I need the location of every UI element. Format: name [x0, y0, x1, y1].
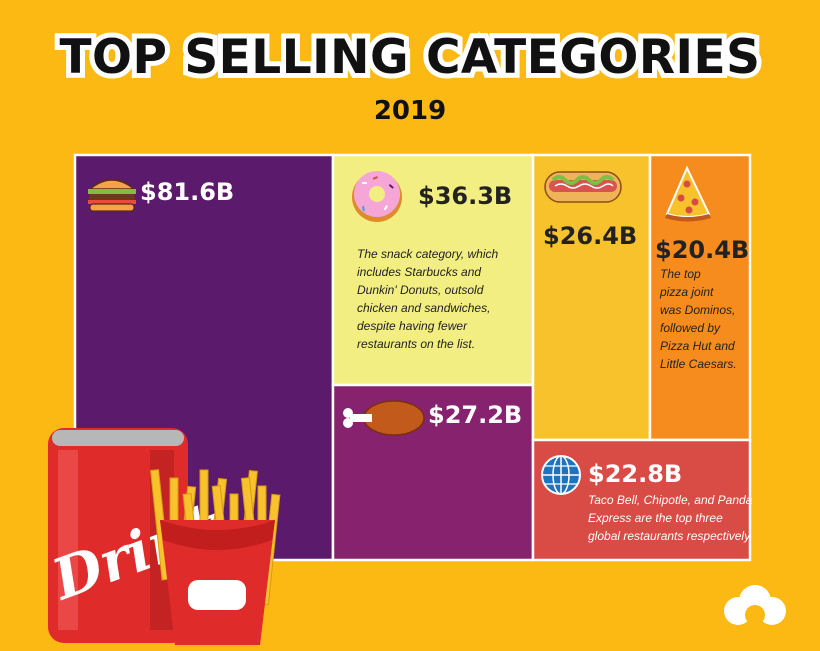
annotation-line: Express are the top three [588, 511, 723, 525]
brand-logo-icon [724, 585, 786, 625]
donut-icon [352, 171, 402, 222]
treemap-cell: $36.3B The snack category, which includes … [331, 153, 535, 387]
annotation-line: The snack category, which [357, 247, 499, 261]
annotation-line: was Dominos, [660, 303, 735, 317]
soda-can-icon: Drink [42, 428, 235, 643]
value-label: $27.2B [428, 401, 522, 429]
annotation-line: global restaurants respectively. [588, 529, 753, 543]
annotation-line: Taco Bell, Chipotle, and Panda [588, 493, 753, 507]
annotation-line: Dunkin' Donuts, outsold [357, 283, 484, 297]
annotation-line: chicken and sandwiches, [357, 301, 490, 315]
value-label: $81.6B [140, 178, 234, 206]
value-label: $26.4B [543, 222, 637, 250]
annotation-line: restaurants on the list. [357, 337, 475, 351]
value-label: $20.4B [655, 236, 749, 264]
soda-and-fries-illustration: Drink [42, 428, 281, 645]
annotation-line: Little Caesars. [660, 357, 737, 371]
treemap-cell: $22.8B Taco Bell, Chipotle, and Panda Expr… [531, 438, 753, 562]
pizza-icon [665, 165, 711, 222]
annotation-line: followed by [660, 321, 721, 335]
annotation-line: The top [660, 267, 701, 281]
globe-icon [541, 455, 581, 495]
chart-title: TOP SELLING CATEGORIES [55, 25, 766, 90]
burger-icon [87, 179, 137, 212]
treemap-rect [331, 383, 535, 562]
value-label: $22.8B [588, 460, 682, 488]
hotdog-icon [544, 171, 622, 203]
treemap-cell: $20.4B The top pizza joint was Dominos, foll… [648, 153, 752, 442]
fries-icon [150, 469, 281, 645]
treemap-cell: $27.2B [331, 383, 535, 562]
value-label: $36.3B [418, 182, 512, 210]
annotation-line: pizza joint [659, 285, 714, 299]
annotation-line: Pizza Hut and [660, 339, 735, 353]
chicken-leg-icon [343, 400, 425, 436]
treemap-cell: $26.4B [531, 153, 652, 442]
annotation-line: despite having fewer [357, 319, 468, 333]
chart-subtitle: 2019 [373, 96, 447, 126]
annotation-line: includes Starbucks and [357, 265, 481, 279]
